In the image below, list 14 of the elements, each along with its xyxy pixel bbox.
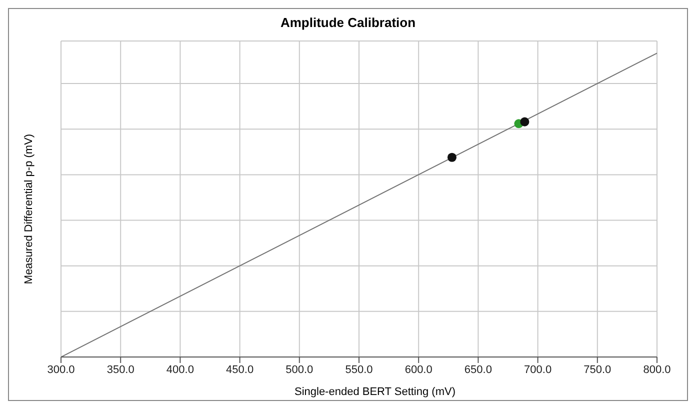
chart-title: Amplitude Calibration — [279, 15, 417, 30]
x-tick-label: 350.0 — [106, 364, 134, 376]
x-tick-label: 300.0 — [47, 364, 75, 376]
x-tick-label: 700.0 — [524, 364, 552, 376]
x-tick-label: 800.0 — [643, 364, 671, 376]
x-tick-label: 550.0 — [345, 364, 373, 376]
x-tick-label: 600.0 — [404, 364, 432, 376]
x-tick-label: 400.0 — [166, 364, 194, 376]
y-axis-title: Measured Differential p-p (mV) — [23, 134, 35, 284]
x-tick-label: 450.0 — [226, 364, 254, 376]
x-tick-label: 650.0 — [464, 364, 492, 376]
x-axis-title: Single-ended BERT Setting (mV) — [293, 386, 456, 398]
x-tick-label: 500.0 — [286, 364, 314, 376]
x-tick-label: 750.0 — [584, 364, 612, 376]
